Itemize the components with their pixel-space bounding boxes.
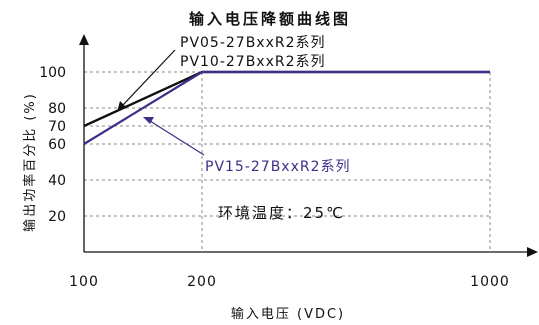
y-tick-label-40: 40 (48, 173, 66, 189)
x-tick-label-200: 200 (187, 274, 217, 290)
y-tick-label-60: 60 (48, 137, 66, 153)
x-tick-label-100: 100 (69, 274, 99, 290)
x-axis-label: 输入电压 (VDC) (231, 306, 345, 322)
y-tick-label-70: 70 (48, 119, 66, 135)
legend-label-pv15: PV15-27BxxR2系列 (205, 159, 351, 175)
chart-title: 输入电压降额曲线图 (189, 10, 351, 28)
x-tick-label-1000: 1000 (470, 274, 510, 290)
x-axis-arrow (527, 247, 538, 257)
y-tick-label-80: 80 (48, 101, 66, 117)
x-tick-labels: 100 200 1000 (69, 274, 510, 290)
legend-label-pv10: PV10-27BxxR2系列 (180, 54, 326, 70)
leader-line-pv15 (149, 120, 205, 156)
y-tick-label-100: 100 (39, 65, 66, 81)
series-line-2 (83, 70, 490, 145)
legend-label-pv05: PV05-27BxxR2系列 (180, 35, 326, 51)
y-tick-label-20: 20 (48, 209, 66, 225)
leader-arrow-pv15 (143, 117, 154, 124)
temperature-condition: 环境温度：25℃ (218, 204, 345, 222)
leader-line-pv05-pv10 (121, 49, 176, 107)
y-axis-label: 输出功率百分比 (%) (22, 92, 38, 232)
y-axis-arrow (79, 34, 89, 45)
series-lines (83, 70, 491, 145)
leader-arrow-pv05-pv10 (117, 101, 126, 112)
y-tick-labels: 20 40 60 70 80 100 (39, 65, 66, 225)
